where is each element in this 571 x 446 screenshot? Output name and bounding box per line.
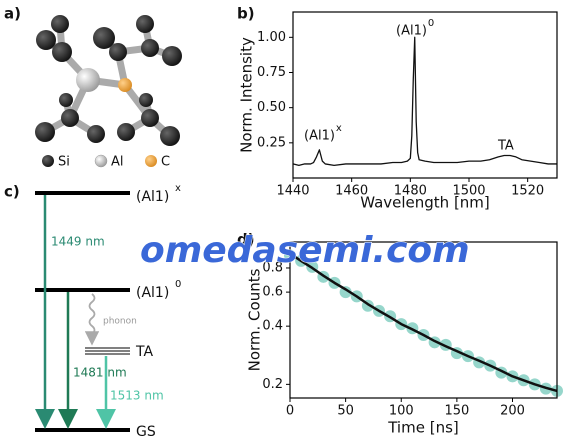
annotation: TA <box>497 139 514 154</box>
series-line <box>289 252 558 393</box>
series-line <box>292 36 557 166</box>
legend-label: C <box>161 155 170 170</box>
x-tick-label: 50 <box>337 404 354 419</box>
y-tick-label: 0.75 <box>257 65 286 80</box>
panel-label: d) <box>237 231 255 249</box>
x-tick-label: 100 <box>389 404 414 419</box>
charts: 1440 1460 1480 1500 15200.250.500.751.00Wave… <box>238 11 563 437</box>
level-label: (Al1) <box>136 285 169 301</box>
x-tick-label: 1480 <box>394 184 427 199</box>
y-axis-label: Norm. Intensity <box>238 37 256 153</box>
atoms <box>35 15 182 146</box>
panel-label: b) <box>237 5 255 23</box>
transition-label: 1513 nm <box>110 389 164 403</box>
x-tick-label: 1500 <box>452 184 485 199</box>
transition-label: 1481 nm <box>73 366 127 380</box>
level-label: TA <box>135 344 153 360</box>
annotation: (Al1) <box>304 129 335 144</box>
y-tick-label: 0.4 <box>262 319 283 334</box>
level-label: (Al1) <box>136 189 169 205</box>
level-label-sup: x <box>175 183 181 194</box>
level-label: GS <box>136 424 156 440</box>
watermark: omedasemi.com <box>140 230 470 271</box>
plot-frame <box>289 241 558 399</box>
y-tick-label: 0.25 <box>257 135 286 150</box>
data-point <box>339 286 352 299</box>
y-tick-label: 0.8 <box>262 260 283 275</box>
level-label-sup: 0 <box>175 279 181 290</box>
panel-label: a) <box>4 5 21 23</box>
x-tick-label: 150 <box>444 404 469 419</box>
y-tick-label: 0.50 <box>257 100 286 115</box>
annotation-sup: x <box>336 123 342 134</box>
x-axis-label: Wavelength [nm] <box>360 194 490 212</box>
x-tick-label: 0 <box>286 404 294 419</box>
plot-frame <box>292 11 558 179</box>
y-axis-label: Norm. Counts <box>246 268 264 371</box>
x-tick-label: 1520 <box>511 184 544 199</box>
x-tick-label: 1440 <box>276 184 309 199</box>
annotation: (Al1) <box>396 24 427 39</box>
x-tick-label: 200 <box>500 404 525 419</box>
energy-diagram: (Al1) x (Al1) 0 TA GS 1449 nm 1481 nm 15… <box>35 183 181 440</box>
y-tick-label: 1.00 <box>257 30 286 45</box>
panel-label: c) <box>4 183 20 201</box>
legend-label: Si <box>58 155 70 170</box>
x-tick-label: 1460 <box>335 184 368 199</box>
y-tick-label: 0.6 <box>262 285 283 300</box>
structure-legend: Si Al C <box>42 155 170 170</box>
phonon-label: phonon <box>103 317 137 327</box>
transition-label: 1449 nm <box>51 235 105 249</box>
y-tick-label: 0.2 <box>262 377 283 392</box>
annotation-sup: 0 <box>428 18 434 29</box>
legend-label: Al <box>111 155 124 170</box>
x-axis-label: Time [ns] <box>387 419 459 437</box>
